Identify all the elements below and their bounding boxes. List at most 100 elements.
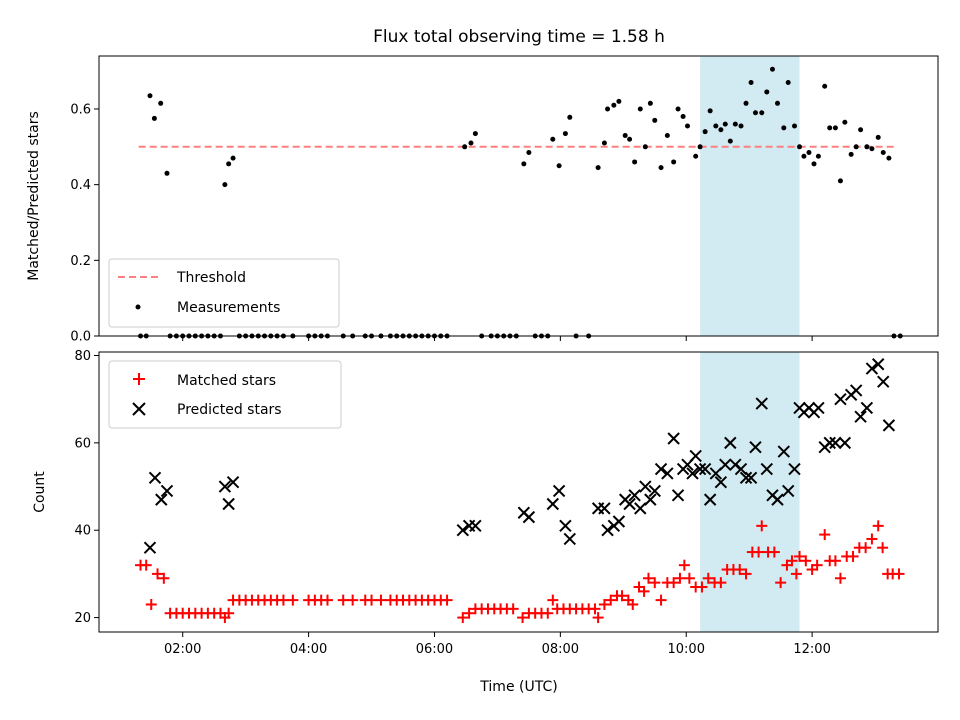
matched-star-point (786, 555, 798, 567)
matched-star-point (321, 594, 333, 606)
measurement-point (764, 89, 770, 95)
predicted-star-point (714, 475, 728, 489)
predicted-star-point (834, 392, 847, 406)
predicted-star-point (552, 484, 566, 498)
predicted-star-point (734, 462, 748, 476)
measurement-point (732, 121, 738, 127)
matched-star-point (790, 568, 802, 580)
predicted-star-point (849, 384, 863, 397)
matched-star-point (223, 607, 235, 619)
matched-star-point (441, 594, 453, 606)
measurement-point (222, 182, 228, 188)
y-tick-label: 20 (74, 611, 91, 626)
predicted-star-point (469, 519, 482, 533)
measurement-point (158, 100, 164, 106)
x-tick-label: 06:00 (416, 642, 453, 657)
matched-star-point (768, 546, 780, 558)
measurement-point (864, 144, 870, 150)
y-tick-label: 0.4 (70, 178, 91, 193)
measurement-point (738, 123, 744, 129)
measurement-point (858, 127, 864, 133)
y-tick-label: 0.6 (70, 102, 91, 117)
matched-star-point (753, 546, 765, 558)
y-tick-label: 80 (74, 349, 91, 364)
top-y-axis-label: Matched/Predicted stars (26, 111, 42, 281)
matched-stars-points (135, 520, 905, 624)
legend-predicted-label: Predicted stars (177, 402, 282, 418)
measurement-point (869, 146, 875, 152)
measurement-point (632, 159, 638, 165)
predicted-star-point (871, 358, 885, 371)
predicted-star-point (860, 401, 874, 415)
predicted-star-point (634, 502, 647, 515)
measurement-point (164, 170, 170, 176)
matched-star-point (866, 533, 878, 545)
matched-star-point (287, 594, 299, 606)
measurement-point (601, 140, 607, 146)
matched-star-point (877, 542, 889, 554)
predicted-star-point (226, 475, 240, 489)
predicted-star-point (671, 489, 685, 502)
bottom-legend: Matched stars Predicted stars (108, 360, 342, 429)
measurement-point (752, 110, 758, 116)
measurement-point (811, 161, 817, 167)
measurement-point (226, 161, 232, 167)
matched-star-point (678, 559, 690, 571)
measurement-point (627, 136, 633, 142)
top-axes-frame (98, 55, 939, 337)
top-x-axis-ticks (182, 336, 813, 341)
measurement-point (230, 155, 236, 161)
matched-star-point (829, 555, 841, 567)
matched-star-point (542, 607, 554, 619)
predicted-star-point (744, 471, 758, 485)
predicted-star-point (644, 493, 657, 506)
measurement-point (743, 100, 749, 106)
predicted-star-point (648, 484, 661, 498)
matched-star-point (819, 529, 831, 541)
predicted-star-point (865, 362, 879, 375)
measurement-point (718, 127, 724, 133)
measurement-point (797, 144, 803, 150)
predicted-star-point (623, 497, 636, 511)
measurement-point (801, 153, 807, 159)
top-y-axis-ticks: 0.0 0.2 0.4 0.6 (70, 102, 99, 345)
y-tick-label: 60 (74, 436, 91, 451)
matched-star-point (655, 594, 667, 606)
matched-star-point (893, 568, 905, 580)
matched-star-point (811, 559, 823, 571)
y-tick-label: 0.2 (70, 254, 91, 269)
predicted-star-point (854, 410, 867, 423)
matched-star-point (775, 577, 787, 589)
predicted-star-point (749, 441, 762, 454)
measurement-point (616, 98, 622, 104)
bottom-x-axis-ticks: 02:00 04:00 06:00 08:00 10:00 12:00 (164, 632, 831, 657)
predicted-star-point (598, 502, 611, 515)
legend-matched-label: Matched stars (177, 373, 276, 389)
matched-star-point (668, 577, 680, 589)
predicted-star-point (639, 480, 652, 493)
predicted-star-point (222, 497, 235, 511)
matched-star-point (834, 572, 846, 584)
matched-star-point (800, 555, 812, 567)
measurement-point (722, 121, 728, 127)
matched-star-point (145, 598, 157, 610)
measurement-point (748, 79, 754, 85)
x-axis-label: Time (UTC) (479, 679, 557, 695)
predicted-star-point (654, 462, 668, 476)
matched-star-point (547, 594, 559, 606)
predicted-star-point (218, 480, 232, 493)
matched-star-point (152, 568, 164, 580)
matched-star-point (674, 572, 686, 584)
y-tick-label: 0.0 (70, 330, 91, 345)
matched-star-point (696, 581, 708, 593)
measurement-point (647, 100, 653, 106)
matched-star-point (756, 520, 768, 532)
predicted-star-point (155, 493, 168, 506)
matched-star-point (616, 590, 628, 602)
measurement-point (684, 123, 690, 129)
bottom-y-axis-ticks: 20 40 60 80 (74, 349, 99, 626)
predicted-star-point (559, 519, 572, 533)
measurement-point (556, 163, 562, 169)
measurement-point (550, 136, 556, 142)
measurement-point (637, 106, 643, 112)
